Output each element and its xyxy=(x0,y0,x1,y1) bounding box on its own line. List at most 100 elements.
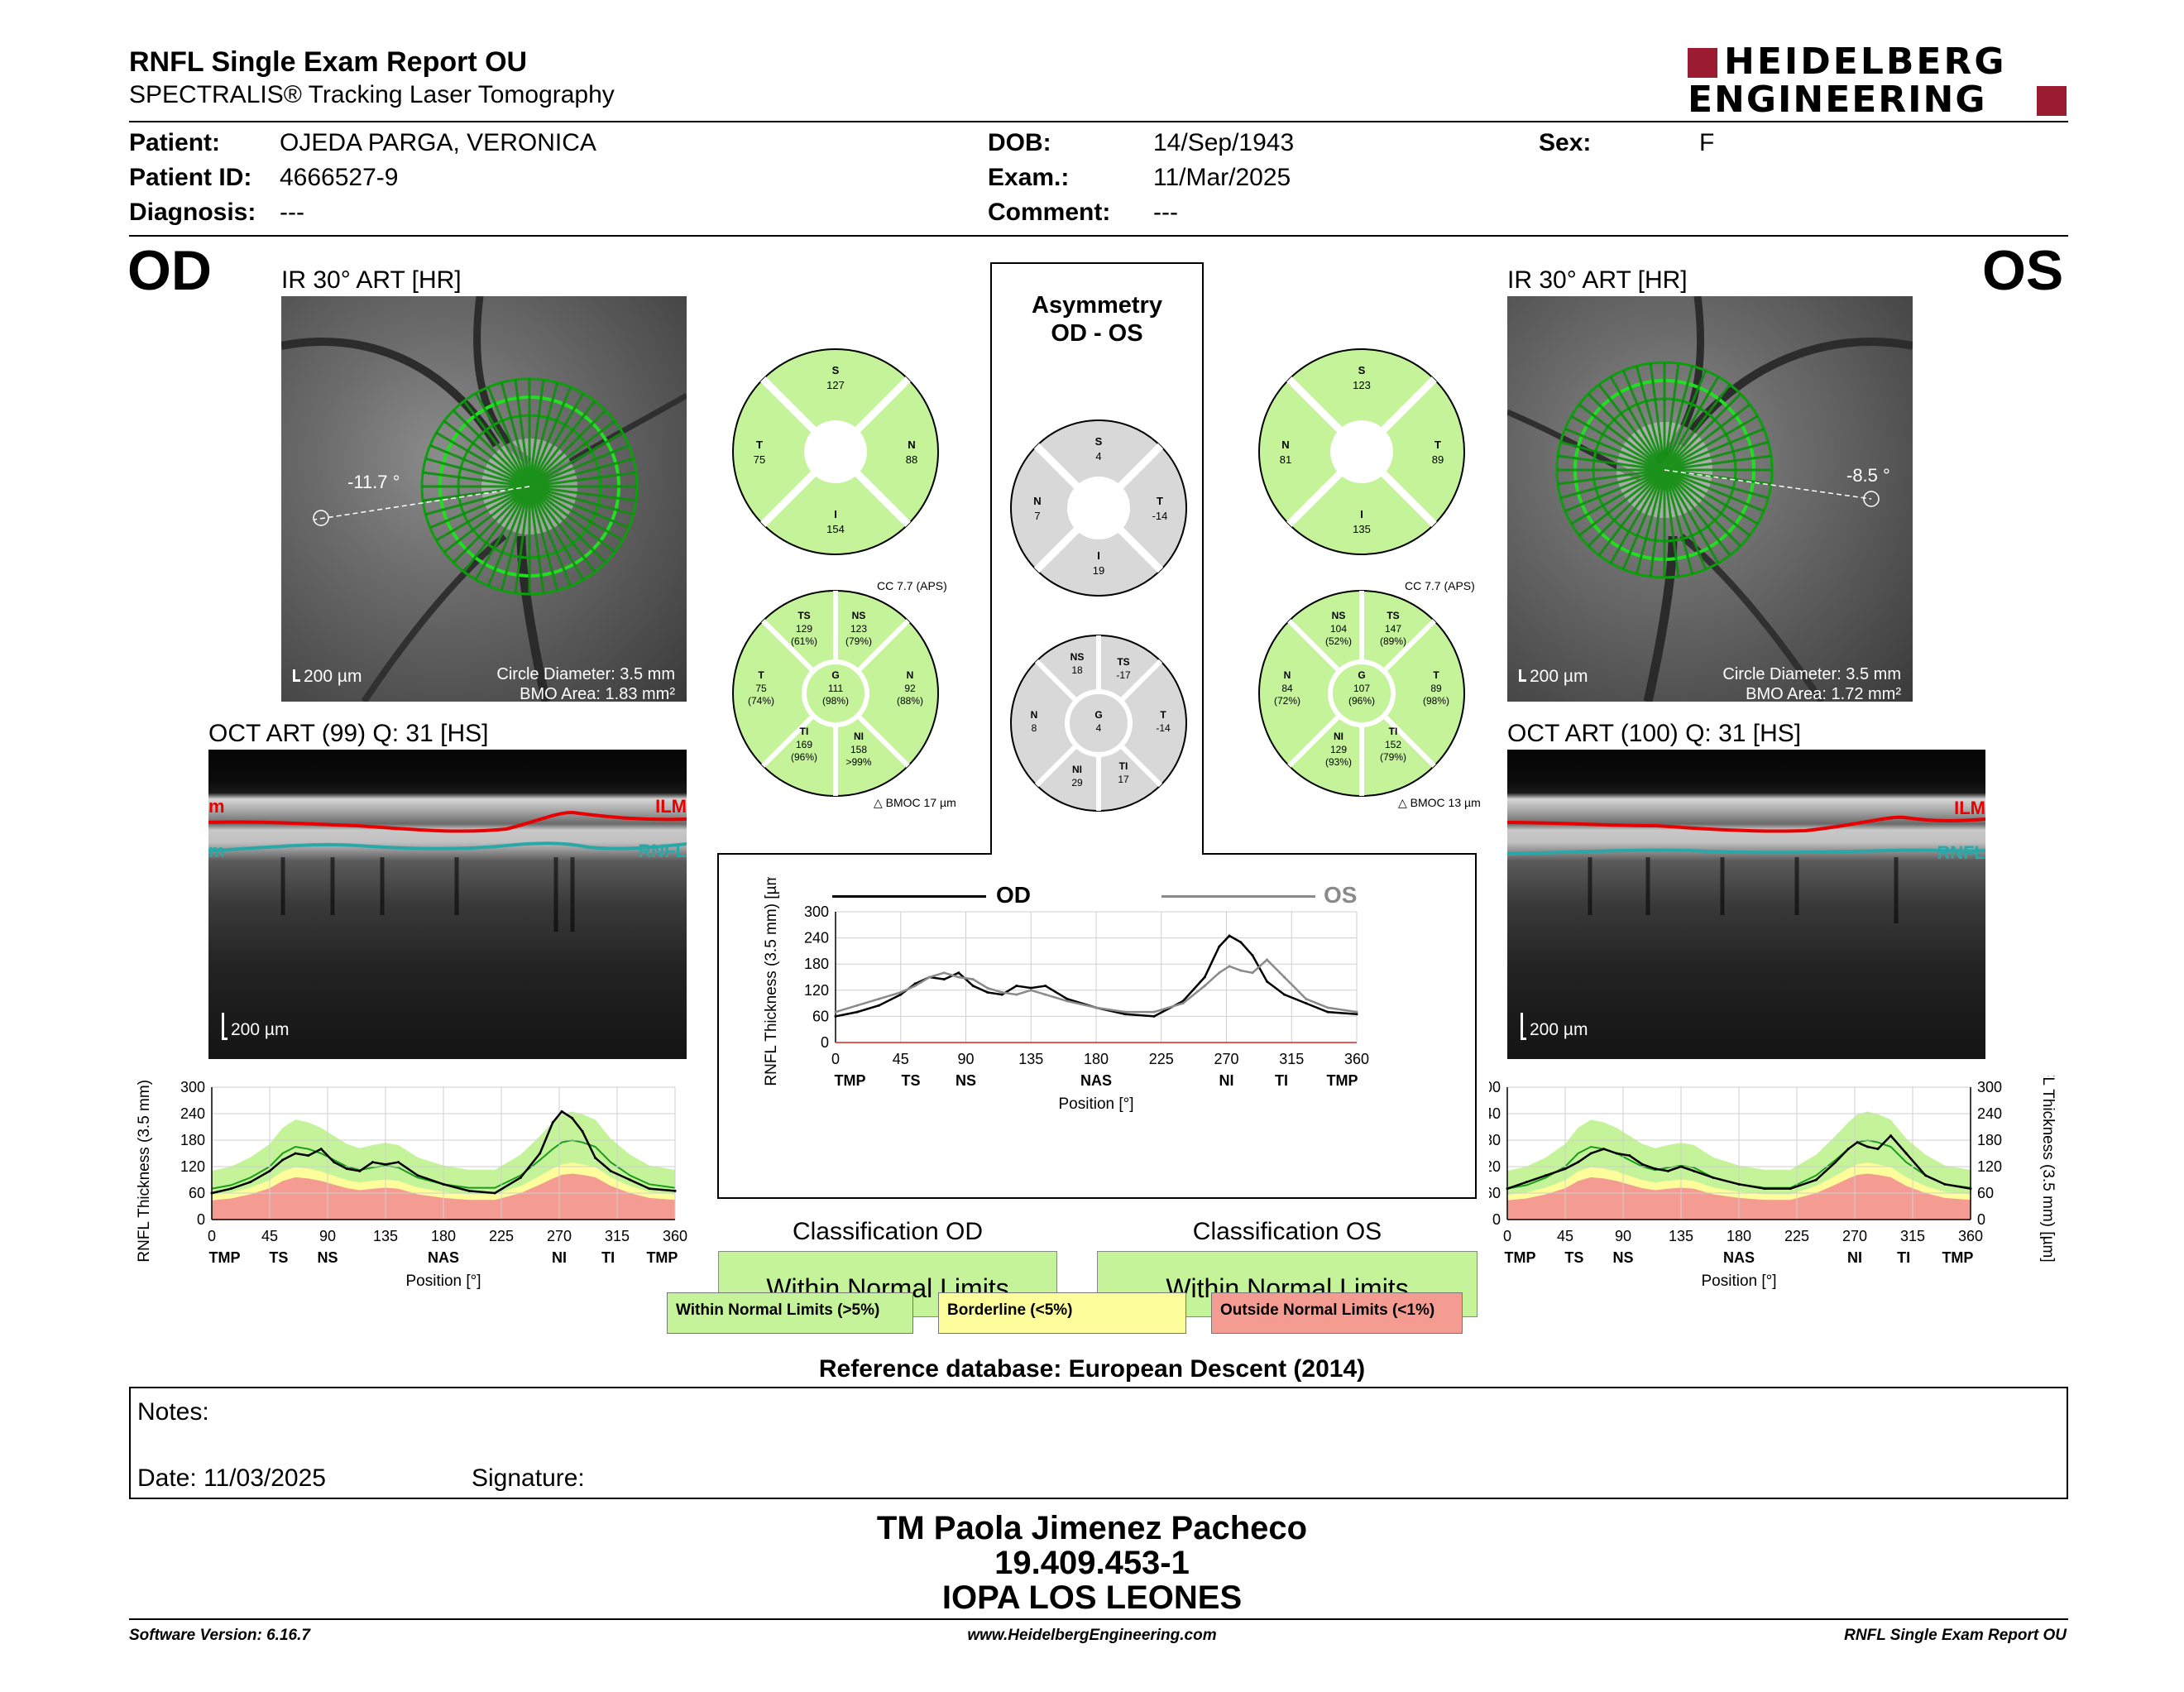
od-quadrant-divider xyxy=(760,376,817,434)
asym-sector-n-value: 8 xyxy=(1032,722,1037,734)
os-sector-i-value: 135 xyxy=(1353,523,1371,535)
asym-sector-disc xyxy=(1010,635,1187,812)
os-sector-ts-label: TS xyxy=(1387,610,1399,621)
patient-label: Patient: xyxy=(129,129,221,156)
data-point-od xyxy=(1203,975,1206,979)
data-point-od xyxy=(942,978,946,981)
os-ir-title: IR 30° ART [HR] xyxy=(1507,266,1688,294)
asym-quadrant-center xyxy=(1067,477,1130,539)
os-oct-scale-label: 200 µm xyxy=(1530,1020,1588,1039)
data-point-od xyxy=(560,1110,563,1113)
os-oct-title: OCT ART (100) Q: 31 [HS] xyxy=(1507,720,1802,747)
x-tick-label: 180 xyxy=(431,1228,456,1244)
x-tick-label: 0 xyxy=(831,1051,840,1067)
data-point-od xyxy=(442,1182,445,1186)
od-eye-label: OD xyxy=(127,239,212,302)
data-point-os xyxy=(1924,1174,1928,1177)
y-tick-label: 240 xyxy=(180,1105,205,1122)
data-point-od xyxy=(971,985,975,988)
data-point-os xyxy=(899,990,903,994)
data-point-os xyxy=(1326,1006,1329,1009)
od-sector-disc xyxy=(732,590,939,797)
y-tick-label: 120 xyxy=(804,982,829,999)
od-circle-diameter: Circle Diameter: 3.5 mm xyxy=(496,665,675,683)
od-sector-ts-value: 129 xyxy=(796,623,812,635)
sector-axis-label: NS xyxy=(317,1249,338,1266)
data-point-os xyxy=(1943,1182,1947,1186)
asym-quadrant-divider xyxy=(1117,526,1164,573)
software-version: Software Version: 6.16.7 xyxy=(129,1627,310,1644)
data-point-os xyxy=(1218,971,1221,975)
os-sector-g-value: (96%) xyxy=(1348,695,1375,707)
x-tick-label: 90 xyxy=(319,1228,336,1244)
od-sector-diagram: TS 129(61%) NS 123(79%) T 75(74%) G 111(98%) N 92… xyxy=(732,590,939,797)
x-tick-label: 45 xyxy=(1557,1228,1573,1244)
os-sector-ti-value: 152 xyxy=(1385,739,1401,750)
y-tick-label: 180 xyxy=(1489,1132,1501,1148)
dob-label: DOB: xyxy=(988,129,1051,156)
od-sector-ts-value: (61%) xyxy=(791,635,817,647)
y-tick-label: 120 xyxy=(1489,1158,1501,1175)
y-tick-label-right: 300 xyxy=(1977,1079,2002,1095)
x-axis-title: Position [°] xyxy=(1058,1095,1133,1113)
center-thickness-chart: 0 60 120 180 240 300 0 45 90 135 180 225 270 315 360 TM… xyxy=(763,877,1369,1113)
od-sector-g-value: 111 xyxy=(828,683,844,694)
sector-axis-label: TMP xyxy=(1942,1249,1973,1266)
asym-sector-divider xyxy=(1034,742,1080,788)
exam-label: Exam.: xyxy=(988,164,1070,191)
os-sector-divider xyxy=(1381,712,1436,768)
x-axis-title: Position [°] xyxy=(1701,1273,1776,1290)
od-legend-label: OD xyxy=(996,882,1031,908)
os-bmoc-value: BMOC 13 µm xyxy=(1410,796,1481,809)
x-tick-label: 135 xyxy=(1669,1228,1693,1244)
website-link[interactable]: www.HeidelbergEngineering.com xyxy=(967,1627,1217,1644)
data-point-od xyxy=(551,1121,554,1124)
os-fundus-scale: 200 µm xyxy=(1519,667,1588,687)
data-point-od xyxy=(397,1161,400,1164)
data-point-os xyxy=(1266,958,1268,961)
od-fundus-image: -11.7 ° 200 µm Circle Diameter: 3.5 mm B… xyxy=(281,296,687,702)
data-point-od xyxy=(1015,985,1018,988)
x-tick-label: 180 xyxy=(1084,1051,1109,1067)
logo-text-heidelberg: HEIDELBERG xyxy=(1724,41,2007,83)
os-oct-overlay xyxy=(1507,815,1985,923)
data-point-os xyxy=(1846,1148,1850,1151)
sector-axis-label: TI xyxy=(601,1249,615,1266)
os-sector-t-label: T xyxy=(1433,669,1439,681)
x-tick-label: 90 xyxy=(1615,1228,1631,1244)
os-quadrant-divider xyxy=(1380,376,1437,434)
os-sector-i-label: I xyxy=(1360,508,1363,520)
asym-sector-ni-label: NI xyxy=(1072,764,1082,775)
od-sector-ns-value: 123 xyxy=(850,623,867,635)
data-point-os xyxy=(1737,1182,1741,1186)
y-tick-label: 240 xyxy=(804,930,829,947)
os-ilm-label: ILM xyxy=(1954,798,1985,818)
data-point-od xyxy=(249,1181,252,1184)
y-tick-label: 60 xyxy=(189,1185,205,1201)
data-point-od xyxy=(333,1161,336,1164)
asym-quadrant-divider xyxy=(1117,443,1164,490)
od-oct-scale-label: 200 µm xyxy=(231,1020,290,1039)
y-tick-label-right: 240 xyxy=(1977,1105,2002,1122)
asymmetry-title-line2: OD - OS xyxy=(1051,320,1143,347)
od-sector-s-label: S xyxy=(832,364,840,376)
data-point-os xyxy=(1889,1134,1893,1138)
x-tick-label: 360 xyxy=(1344,1051,1369,1067)
asym-sector-n-label: N xyxy=(1031,709,1038,721)
x-tick-label: 360 xyxy=(1958,1228,1983,1244)
os-rnfl-label: RNFL xyxy=(1937,842,1985,863)
asym-sector-i-label: I xyxy=(1097,549,1100,562)
report-title: RNFL Single Exam Report OU xyxy=(129,46,528,78)
x-tick-label: 45 xyxy=(261,1228,278,1244)
exam-value: 11/Mar/2025 xyxy=(1153,164,1291,191)
od-ilm-label: ILM xyxy=(655,796,687,817)
os-sector-ts-value: (89%) xyxy=(1380,635,1406,647)
data-point-od xyxy=(673,1189,677,1192)
y-axis-title: RNFL Thickness (3.5 mm) [µm] xyxy=(2039,1076,2057,1263)
od-sector-left-value: 75 xyxy=(754,453,765,466)
sector-axis-label: TS xyxy=(1564,1249,1583,1266)
data-point-od xyxy=(416,1174,419,1177)
patient-divider xyxy=(129,235,2068,237)
sector-axis-label: NI xyxy=(1219,1072,1234,1089)
